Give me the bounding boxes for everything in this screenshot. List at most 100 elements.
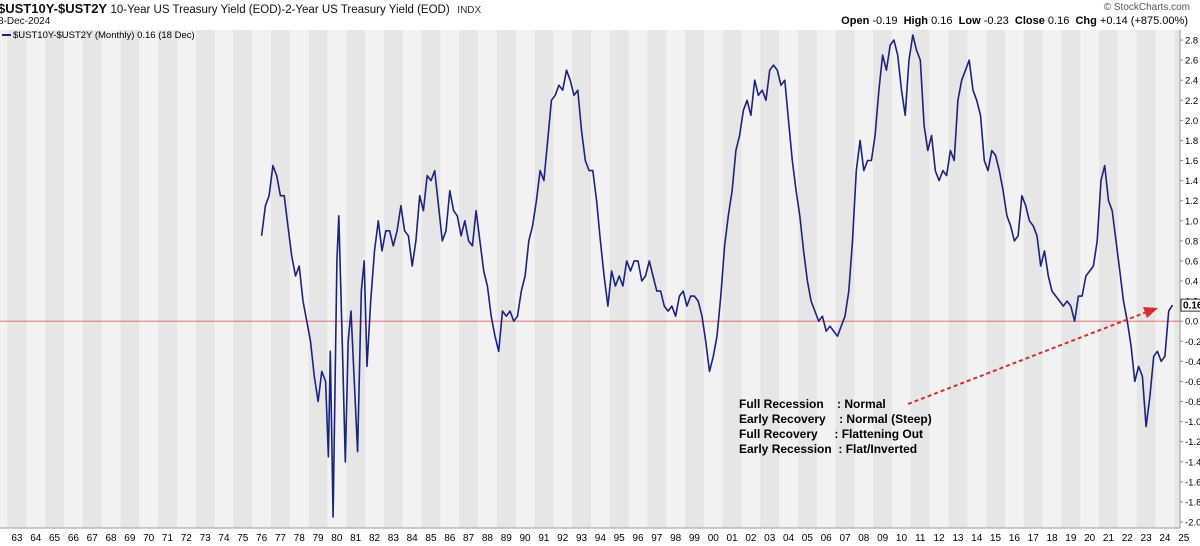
ohlc-open-label: Open bbox=[841, 15, 870, 27]
x-tick-label: 21 bbox=[1103, 533, 1115, 544]
x-tick-label: 15 bbox=[990, 533, 1002, 544]
x-tick-label: 89 bbox=[501, 533, 513, 544]
year-band bbox=[1023, 30, 1043, 528]
legend-label: $UST10Y-$UST2Y (Monthly) 0.16 (18 Dec) bbox=[13, 30, 195, 41]
arrow-shaft bbox=[907, 309, 1153, 405]
year-band bbox=[346, 30, 366, 528]
x-tick-label: 93 bbox=[576, 533, 588, 544]
year-band bbox=[120, 30, 140, 528]
x-tick-label: 78 bbox=[294, 533, 306, 544]
x-tick-label: 14 bbox=[971, 533, 983, 544]
x-tick-label: 04 bbox=[783, 533, 795, 544]
x-tick-label: 02 bbox=[745, 533, 757, 544]
ohlc-readout: Open -0.19 High 0.16 Low -0.23 Close 0.1… bbox=[841, 15, 1188, 27]
x-tick-label: 01 bbox=[727, 533, 739, 544]
x-tick-label: 81 bbox=[350, 533, 362, 544]
x-tick-label: 16 bbox=[1009, 533, 1021, 544]
x-tick-label: 87 bbox=[463, 533, 475, 544]
y-tick-label: 1.4 bbox=[1185, 176, 1198, 187]
x-tick-label: 77 bbox=[275, 533, 287, 544]
x-tick-label: 69 bbox=[124, 533, 136, 544]
x-tick-label: 71 bbox=[162, 533, 174, 544]
x-tick-label: 09 bbox=[877, 533, 889, 544]
x-tick-label: 24 bbox=[1159, 533, 1171, 544]
x-tick-label: 98 bbox=[670, 533, 682, 544]
y-tick-label: 2.2 bbox=[1185, 96, 1198, 107]
year-band bbox=[1136, 30, 1156, 528]
year-band bbox=[986, 30, 1005, 528]
x-tick-label: 83 bbox=[388, 533, 400, 544]
x-tick-label: 05 bbox=[802, 533, 814, 544]
x-tick-label: 18 bbox=[1046, 533, 1058, 544]
year-band bbox=[459, 30, 479, 528]
x-tick-label: 65 bbox=[49, 533, 61, 544]
symbol-title: $UST10Y-$UST2Y 10-Year US Treasury Yield… bbox=[0, 1, 481, 16]
x-tick-label: 22 bbox=[1122, 533, 1134, 544]
x-tick-label: 85 bbox=[425, 533, 437, 544]
y-tick-label: -1.0 bbox=[1185, 417, 1200, 428]
y-tick-label: 1.2 bbox=[1185, 196, 1198, 207]
x-tick-label: 75 bbox=[237, 533, 249, 544]
series-legend: $UST10Y-$UST2Y (Monthly) 0.16 (18 Dec) bbox=[2, 30, 195, 41]
x-tick-label: 91 bbox=[538, 533, 550, 544]
x-tick-label: 19 bbox=[1065, 533, 1077, 544]
x-tick-label: 97 bbox=[651, 533, 663, 544]
y-tick-label: 2.8 bbox=[1185, 36, 1198, 47]
x-tick-label: 94 bbox=[595, 533, 607, 544]
series-line bbox=[260, 34, 1174, 518]
year-band bbox=[1174, 30, 1180, 528]
note-line-2-phase: Early Recovery bbox=[739, 412, 826, 426]
legend-swatch bbox=[2, 34, 11, 37]
x-tick-label: 68 bbox=[105, 533, 117, 544]
x-tick-label: 90 bbox=[520, 533, 532, 544]
chart-header: $UST10Y-$UST2Y 10-Year US Treasury Yield… bbox=[0, 0, 1200, 30]
year-band bbox=[271, 30, 290, 528]
ohlc-high-label: High bbox=[903, 15, 929, 27]
x-tick-label: 86 bbox=[444, 533, 456, 544]
x-tick-label: 10 bbox=[896, 533, 908, 544]
x-tick-label: 67 bbox=[87, 533, 99, 544]
x-tick-label: 80 bbox=[331, 533, 343, 544]
note-line-3-shape: : Flattening Out bbox=[834, 427, 924, 441]
y-tick-label: -1.8 bbox=[1185, 497, 1200, 508]
ohlc-low-value: -0.23 bbox=[983, 15, 1009, 27]
x-tick-label: 82 bbox=[369, 533, 381, 544]
note-line-3-phase: Full Recovery bbox=[739, 427, 818, 441]
x-tick-label: 08 bbox=[858, 533, 870, 544]
year-band bbox=[647, 30, 667, 528]
y-tick-label: -1.4 bbox=[1185, 457, 1200, 468]
year-band bbox=[421, 30, 441, 528]
year-band bbox=[383, 30, 403, 528]
ohlc-change-value: +0.14 (+875.00%) bbox=[1099, 15, 1188, 27]
x-tick-label: 70 bbox=[143, 533, 155, 544]
y-tick-label: 0.0 bbox=[1185, 317, 1198, 328]
exchange-label: INDX bbox=[457, 5, 482, 16]
ohlc-open-value: -0.19 bbox=[872, 15, 898, 27]
ohlc-low-label: Low bbox=[958, 15, 981, 27]
year-band bbox=[534, 30, 554, 528]
x-tick-label: 03 bbox=[764, 533, 776, 544]
year-band bbox=[910, 30, 930, 528]
year-band bbox=[685, 30, 704, 528]
y-tick-label: -0.4 bbox=[1185, 357, 1200, 368]
y-tick-label: 0.6 bbox=[1185, 256, 1198, 267]
x-tick-label: 25 bbox=[1178, 533, 1190, 544]
x-tick-label: 92 bbox=[557, 533, 569, 544]
x-tick-label: 64 bbox=[30, 533, 42, 544]
y-tick-label: -0.2 bbox=[1185, 337, 1200, 348]
year-band bbox=[609, 30, 629, 528]
brand-logo: © StockCharts.com bbox=[1103, 2, 1190, 13]
year-band bbox=[496, 30, 516, 528]
ohlc-close-label: Close bbox=[1014, 15, 1045, 27]
symbol-label: $UST10Y-$UST2Y bbox=[0, 1, 107, 16]
price-marker-label: 0.16 bbox=[1183, 301, 1200, 312]
x-tick-label: 99 bbox=[689, 533, 701, 544]
x-tick-label: 84 bbox=[407, 533, 419, 544]
x-tick-label: 72 bbox=[181, 533, 193, 544]
year-band bbox=[82, 30, 102, 528]
note-line-4-phase: Early Recession bbox=[739, 442, 832, 456]
note-line-4-shape: : Flat/Inverted bbox=[838, 442, 918, 456]
year-band bbox=[873, 30, 893, 528]
ohlc-change-label: Chg bbox=[1075, 15, 1097, 27]
